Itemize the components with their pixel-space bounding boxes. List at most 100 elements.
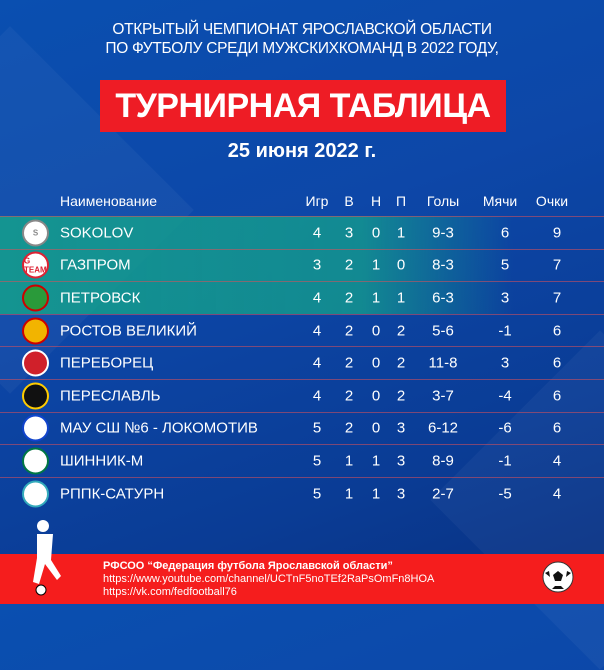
cell-diff: -4 <box>498 387 512 405</box>
cell-pts: 6 <box>552 387 562 405</box>
col-points: Очки <box>535 193 569 209</box>
cell-diff: -6 <box>498 419 512 437</box>
table-row: ШИННИК-М 5 1 1 3 8-9 -1 4 <box>0 444 604 477</box>
col-goals: Голы <box>426 193 460 209</box>
cell-l: 2 <box>396 354 406 372</box>
date: 25 июня 2022 г. <box>227 140 377 162</box>
team-name: ГАЗПРОМ <box>60 256 131 274</box>
cell-w: 2 <box>344 419 354 437</box>
cell-pts: 7 <box>552 256 562 274</box>
cell-pts: 7 <box>552 289 562 307</box>
col-played: Игр <box>305 193 329 209</box>
table-header: Наименование Игр В Н П Голы Мячи Очки <box>0 186 604 216</box>
table-row: ПЕРЕСЛАВЛЬ 4 2 0 2 3-7 -4 6 <box>0 378 604 412</box>
cell-l: 3 <box>396 452 406 470</box>
team-name: ПЕРЕСЛАВЛЬ <box>60 387 161 405</box>
cell-d: 1 <box>371 452 381 470</box>
cell-diff: -1 <box>498 452 512 470</box>
cell-l: 3 <box>396 485 406 503</box>
team-logo-icon <box>22 414 49 442</box>
cell-p: 4 <box>312 289 322 307</box>
cell-l: 1 <box>396 289 406 307</box>
cell-w: 1 <box>344 452 354 470</box>
table-row: МАУ СШ №6 - ЛОКОМОТИВ 5 2 0 3 6-12 -6 6 <box>0 411 604 445</box>
cell-d: 1 <box>371 256 381 274</box>
cell-w: 3 <box>344 224 354 242</box>
col-draws: Н <box>370 193 382 209</box>
cell-pts: 9 <box>552 224 562 242</box>
cell-goals: 8-3 <box>432 256 454 274</box>
cell-pts: 6 <box>552 354 562 372</box>
col-diff: Мячи <box>482 193 518 209</box>
team-logo-icon <box>22 382 49 410</box>
footer-org: РФСОО “Федерация футбола Ярославской обл… <box>103 560 393 572</box>
ball-icon <box>542 561 574 593</box>
cell-diff: -1 <box>498 322 512 340</box>
team-name: ПЕТРОВСК <box>60 289 141 307</box>
cell-pts: 4 <box>552 452 562 470</box>
cell-w: 2 <box>344 387 354 405</box>
cell-w: 1 <box>344 485 354 503</box>
cell-d: 0 <box>371 387 381 405</box>
cell-p: 3 <box>312 256 322 274</box>
cell-diff: 3 <box>500 354 510 372</box>
team-logo-icon: S <box>22 219 49 247</box>
player-icon <box>33 520 61 596</box>
col-wins: В <box>344 193 354 209</box>
team-name: РОСТОВ ВЕЛИКИЙ <box>60 322 197 340</box>
cell-d: 0 <box>371 354 381 372</box>
cell-d: 1 <box>371 289 381 307</box>
cell-l: 2 <box>396 322 406 340</box>
team-name: РППК-САТУРН <box>60 485 165 503</box>
cell-d: 0 <box>371 419 381 437</box>
cell-p: 4 <box>312 322 322 340</box>
cell-diff: 5 <box>500 256 510 274</box>
cell-l: 0 <box>396 256 406 274</box>
cell-goals: 8-9 <box>432 452 454 470</box>
cell-d: 1 <box>371 485 381 503</box>
team-logo-icon <box>22 447 49 475</box>
subtitle: ОТКРЫТЫЙ ЧЕМПИОНАТ ЯРОСЛАВСКОЙ ОБЛАСТИ ПО… <box>0 20 604 58</box>
cell-p: 5 <box>312 419 322 437</box>
team-name: SOKOLOV <box>60 224 134 242</box>
subtitle-line: ОТКРЫТЫЙ ЧЕМПИОНАТ ЯРОСЛАВСКОЙ ОБЛАСТИ <box>112 21 492 38</box>
table-row: G TEAM ГАЗПРОМ 3 2 1 0 8-3 5 7 <box>0 248 604 282</box>
cell-goals: 2-7 <box>432 485 454 503</box>
table-row: РППК-САТУРН 5 1 1 3 2-7 -5 4 <box>0 476 604 510</box>
cell-l: 1 <box>396 224 406 242</box>
team-name: МАУ СШ №6 - ЛОКОМОТИВ <box>60 419 258 437</box>
table-row: РОСТОВ ВЕЛИКИЙ 4 2 0 2 5-6 -1 6 <box>0 313 604 347</box>
cell-goals: 3-7 <box>432 387 454 405</box>
team-logo-icon <box>22 480 49 508</box>
cell-goals: 9-3 <box>432 224 454 242</box>
team-name: ШИННИК-М <box>60 452 144 470</box>
team-name: ПЕРЕБОРЕЦ <box>60 354 154 372</box>
cell-p: 4 <box>312 354 322 372</box>
cell-p: 4 <box>312 224 322 242</box>
cell-diff: -5 <box>498 485 512 503</box>
table-row: ПЕРЕБОРЕЦ 4 2 0 2 11-8 3 6 <box>0 346 604 379</box>
cell-goals: 5-6 <box>432 322 454 340</box>
cell-p: 5 <box>312 485 322 503</box>
cell-diff: 6 <box>500 224 510 242</box>
cell-w: 2 <box>344 354 354 372</box>
team-logo-icon <box>22 284 49 312</box>
cell-w: 2 <box>344 289 354 307</box>
cell-d: 0 <box>371 224 381 242</box>
cell-p: 4 <box>312 387 322 405</box>
cell-l: 3 <box>396 419 406 437</box>
table-row: ПЕТРОВСК 4 2 1 1 6-3 3 7 <box>0 281 604 314</box>
cell-pts: 4 <box>552 485 562 503</box>
vk-link[interactable]: https://vk.com/fedfootball76 <box>103 586 237 598</box>
cell-goals: 6-12 <box>427 419 459 437</box>
cell-w: 2 <box>344 256 354 274</box>
cell-goals: 11-8 <box>428 354 458 372</box>
cell-d: 0 <box>371 322 381 340</box>
subtitle-line: ПО ФУТБОЛУ СРЕДИ МУЖСКИХКОМАНД В 2022 ГО… <box>105 40 499 57</box>
cell-w: 2 <box>344 322 354 340</box>
youtube-link[interactable]: https://www.youtube.com/channel/UCTnF5no… <box>103 573 435 585</box>
footer: РФСОО “Федерация футбола Ярославской обл… <box>0 520 604 604</box>
table-row: S SOKOLOV 4 3 0 1 9-3 6 9 <box>0 216 604 249</box>
team-logo-icon: G TEAM <box>22 251 49 279</box>
